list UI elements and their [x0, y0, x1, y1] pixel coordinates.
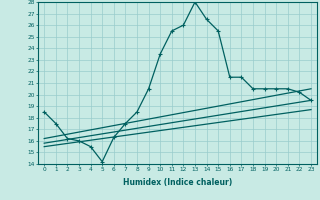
- X-axis label: Humidex (Indice chaleur): Humidex (Indice chaleur): [123, 178, 232, 187]
